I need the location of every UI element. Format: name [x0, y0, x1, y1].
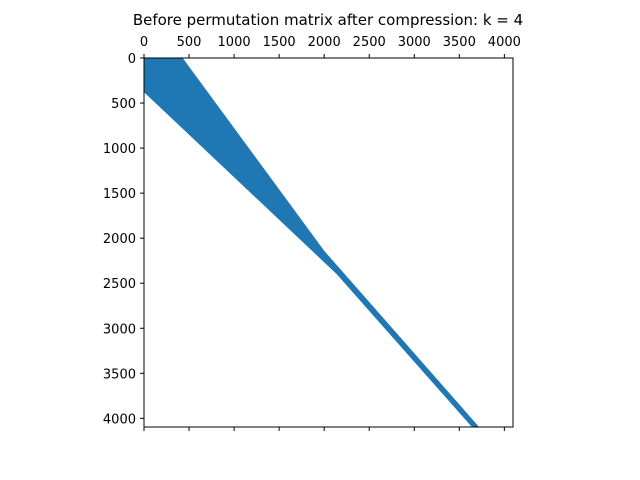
x-tick-label-500: 500 [177, 35, 202, 50]
y-tick-label-1000: 1000 [103, 142, 136, 157]
y-tick-label-2000: 2000 [103, 232, 136, 247]
plot-area [144, 58, 513, 427]
x-tick-label-1500: 1500 [263, 35, 296, 50]
y-tick-label-4000: 4000 [103, 412, 136, 427]
nonzero-band-0 [144, 58, 513, 427]
x-tick-label-4000: 4000 [488, 35, 521, 50]
x-tick-label-1000: 1000 [218, 35, 251, 50]
plot-frame [143, 57, 514, 428]
y-axis: 0 500 1000 1500 2000 2500 3000 3500 4000 [103, 52, 144, 427]
y-tick-label-3500: 3500 [103, 367, 136, 382]
y-tick-label-1500: 1500 [103, 187, 136, 202]
x-tick-label-3500: 3500 [443, 35, 476, 50]
x-tick-label-0: 0 [140, 35, 148, 50]
y-tick-label-2500: 2500 [103, 277, 136, 292]
y-tick-label-0: 0 [128, 52, 136, 67]
x-tick-label-2500: 2500 [353, 35, 386, 50]
y-tick-label-3000: 3000 [103, 322, 136, 337]
x-axis: 0 500 1000 1500 2000 2500 3000 3500 4000 [140, 35, 521, 431]
x-tick-label-3000: 3000 [398, 35, 431, 50]
chart-title: Before permutation matrix after compress… [133, 11, 523, 29]
y-tick-label-500: 500 [111, 97, 136, 112]
x-tick-label-2000: 2000 [308, 35, 341, 50]
